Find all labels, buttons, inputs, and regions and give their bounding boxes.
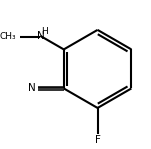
Text: N: N — [37, 31, 45, 41]
Text: F: F — [95, 135, 101, 145]
Text: H: H — [41, 27, 48, 36]
Text: CH₃: CH₃ — [0, 32, 16, 41]
Text: N: N — [28, 83, 36, 93]
